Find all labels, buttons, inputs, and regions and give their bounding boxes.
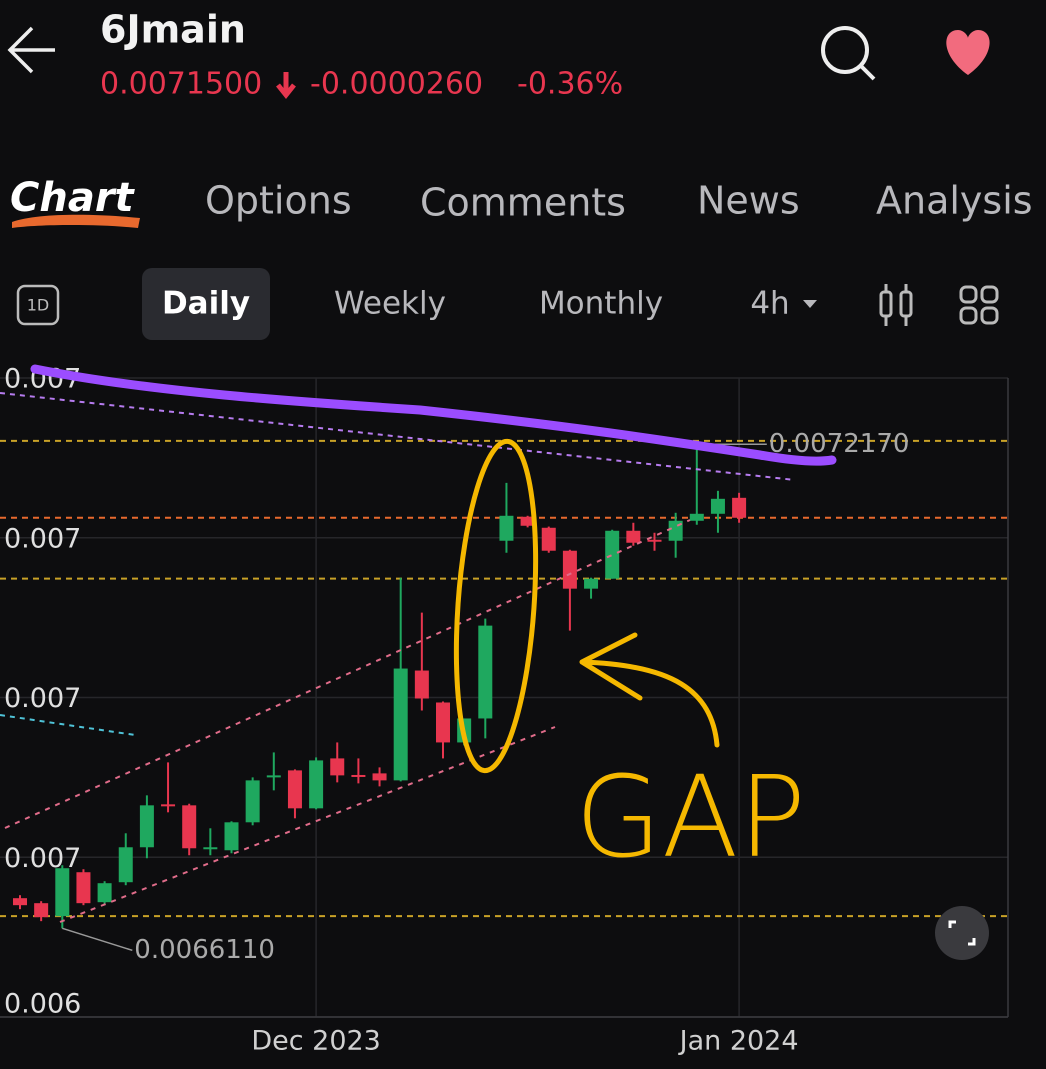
candle-body [224,822,239,851]
candle-icon-wicks [884,284,908,326]
candle-body [562,550,577,589]
y-tick-label: 0.007 [4,683,81,714]
expand-icon [948,920,976,946]
trend-line [0,392,796,481]
period-button[interactable]: Monthly [539,286,663,322]
gap-annotation: GAP [575,753,806,883]
candle-body [34,903,49,918]
candle-body [287,770,302,809]
search-icon [821,26,869,74]
search-handle [859,64,876,81]
period-button[interactable]: Daily [162,286,250,322]
candle-body [97,883,112,903]
candle-body [55,868,70,917]
extreme-label: 0.0072170 [769,429,910,459]
candle-body [393,668,408,781]
tab-underline [12,214,140,228]
candle-body [478,625,493,719]
layout-button[interactable] [959,285,999,325]
candle-body [520,516,535,526]
hand-drawn-arrow [579,632,720,748]
candle-body [13,898,27,906]
hand-drawn-ellipse [453,438,539,774]
search-button[interactable] [821,26,876,81]
candle-body [499,515,514,541]
grid-icon [959,285,978,304]
x-tick-label: Dec 2023 [251,1026,381,1057]
symbol-title: 6Jmain [100,8,246,52]
extreme-leader [62,927,133,952]
candle-body [139,805,154,848]
period-selected-bg [142,268,270,340]
y-tick-label: 0.007 [4,843,81,874]
price: 0.0071500 [100,67,262,102]
candle-body [436,702,450,743]
down-arrow [276,72,296,100]
tab[interactable]: Comments [420,181,626,225]
candle-body [118,847,133,883]
tab[interactable]: Analysis [876,179,1033,223]
candle-body [76,872,91,904]
period-button[interactable]: Weekly [334,286,446,322]
period-icon[interactable] [16,284,60,326]
candle-body [330,758,345,776]
candle-body [161,804,176,807]
candle-body [626,530,641,543]
grid-icon [980,306,999,325]
candle-body [710,498,725,514]
x-tick-label: Jan 2024 [678,1026,799,1057]
candle-body [647,539,662,542]
candle-body [605,530,620,579]
tab[interactable]: News [697,179,800,223]
candle-body [584,578,599,589]
expand-button[interactable] [935,906,989,960]
period-button[interactable]: 4h [750,286,789,322]
channel-line [4,519,691,829]
period-button[interactable]: 1D [27,296,50,315]
favorite-button[interactable] [946,30,990,75]
y-tick-label: 0.006 [4,989,81,1020]
candle-body [414,670,429,699]
price-change-percent: -0.36% [517,67,623,102]
extreme-label: 0.0066110 [134,935,275,965]
y-tick-label: 0.007 [4,523,81,554]
drawings: GAP [0,364,989,960]
candle-body [732,497,747,518]
grid-icon [980,285,999,304]
candle-body [541,527,556,551]
candle-body [203,847,218,850]
candle-body [351,774,366,777]
hand-drawn-line [30,364,837,466]
tab[interactable]: Chart [10,175,136,221]
trend-line [0,714,136,736]
candle-body [245,780,260,823]
candle-body [689,513,704,521]
dropdown-caret [803,300,817,308]
chart-type-button[interactable] [879,284,913,326]
candle-body [309,760,324,809]
grid-icon [959,306,978,325]
candle-body [182,805,197,849]
back-button[interactable] [7,26,55,74]
candle-body [266,775,281,778]
tab[interactable]: Options [205,179,352,223]
candle-body [372,773,387,781]
price-change: -0.0000260 [310,67,483,102]
